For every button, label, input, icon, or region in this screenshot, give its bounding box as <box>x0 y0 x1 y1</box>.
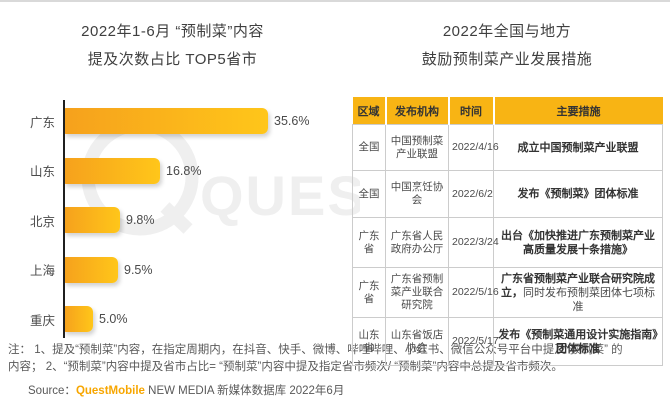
cell-time: 2022/6/2 <box>448 170 494 218</box>
bar-category-label: 广东 <box>29 115 55 130</box>
bar-row: 广东 35.6% <box>8 108 338 134</box>
header-region: 区域 <box>352 97 387 125</box>
bar-category-label: 重庆 <box>29 313 55 328</box>
table-row: 广东省 广东省预制菜产业联合研究院 2022/5/16 广东省预制菜产业联合研究… <box>352 267 663 318</box>
header-measure: 主要措施 <box>493 97 663 125</box>
bar-category-label: 北京 <box>29 214 55 229</box>
table-header-row: 区域 发布机构 时间 主要措施 <box>352 97 663 125</box>
bar-category-label: 山东 <box>29 165 55 179</box>
bar <box>64 207 120 233</box>
cell-region: 广东省 <box>352 217 386 268</box>
bar-value-label: 35.6% <box>274 114 310 128</box>
top5-provinces-bar-chart: 广东 35.6% 山东 16.8% 北京 9.8% 上海 9.5% 重庆 5.0% <box>8 108 338 332</box>
bar <box>64 306 93 332</box>
cell-measure: 出台《加快推进广东预制菜产业高质量发展十条措施》 <box>493 217 663 268</box>
cell-measure: 发布《预制菜通用设计实施指南》团体标准 <box>493 317 663 366</box>
cell-org: 山东省饭店协会 <box>385 317 449 366</box>
cell-measure: 成立中国预制菜产业联盟 <box>493 124 663 171</box>
cell-region: 广东省 <box>352 267 386 318</box>
bar <box>64 108 268 134</box>
chart-y-axis-line <box>63 100 65 338</box>
source-prefix: Source： <box>28 385 76 397</box>
measure-text-secondary: 同时发布预制菜团体七项标准 <box>523 286 655 313</box>
bar-row: 北京 9.8% <box>8 207 338 233</box>
measures-table: 区域 发布机构 时间 主要措施 全国 中国预制菜产业联盟 2022/4/16 成… <box>352 97 663 366</box>
cell-region: 山东省 <box>352 317 386 366</box>
measure-text: 发布《预制菜通用设计实施指南》团体标准 <box>498 328 658 355</box>
left-chart-title-line1: 2022年1-6月 “预制菜”内容 <box>81 23 264 40</box>
table-row: 广东省 广东省人民政府办公厅 2022/3/24 出台《加快推进广东预制菜产业高… <box>352 217 663 268</box>
measure-text: 出台《加快推进广东预制菜产业高质量发展十条措施》 <box>501 229 655 256</box>
right-table-title-line2: 鼓励预制菜产业发展措施 <box>421 51 593 68</box>
top-divider-line <box>0 0 670 2</box>
header-time: 时间 <box>448 97 495 125</box>
bar-value-label: 16.8% <box>166 163 202 178</box>
cell-org: 中国预制菜产业联盟 <box>385 124 449 171</box>
cell-time: 2022/4/16 <box>448 124 499 171</box>
cell-measure: 广东省预制菜产业联合研究院成立，同时发布预制菜团体七项标准 <box>493 267 663 318</box>
cell-org: 广东省预制菜产业联合研究院 <box>385 267 449 318</box>
table-row: 全国 中国烹饪协会 2022/6/2 发布《预制菜》团体标准 <box>352 170 663 218</box>
bar-row: 山东 16.8% <box>8 157 338 184</box>
measure-text: 广东省预制菜产业联合研究院成立， <box>501 272 655 299</box>
source-brand: QuestMobile <box>75 385 145 397</box>
bar-row: 上海 9.5% <box>8 256 338 283</box>
bar-row: 重庆 5.0% <box>8 306 338 332</box>
cell-time: 2022/5/16 <box>448 267 499 318</box>
cell-time: 2022/3/24 <box>448 217 499 268</box>
table-row: 山东省 山东省饭店协会 2022/5/17 发布《预制菜通用设计实施指南》团体标… <box>352 317 663 366</box>
measure-text: 成立中国预制菜产业联盟 <box>517 141 639 154</box>
right-table-title-line1: 2022年全国与地方 <box>442 23 572 40</box>
bar-value-label: 9.5% <box>124 262 153 277</box>
measure-text: 发布《预制菜》团体标准 <box>517 188 639 200</box>
cell-org: 广东省人民政府办公厅 <box>385 217 449 268</box>
cell-time: 2022/5/17 <box>448 317 499 366</box>
header-org: 发布机构 <box>385 97 450 125</box>
table-row: 全国 中国预制菜产业联盟 2022/4/16 成立中国预制菜产业联盟 <box>352 124 663 171</box>
cell-region: 全国 <box>352 124 386 171</box>
source-suffix: NEW MEDIA 新媒体数据库 2022年6月 <box>144 385 345 397</box>
left-chart-title-line2: 提及次数占比 TOP5省市 <box>87 51 258 68</box>
left-chart-title: 2022年1-6月 “预制菜”内容 提及次数占比 TOP5省市 <box>0 18 345 74</box>
source-line: Source：QuestMobile NEW MEDIA 新媒体数据库 2022… <box>28 382 344 398</box>
cell-region: 全国 <box>352 170 386 218</box>
bar-category-label: 上海 <box>29 264 55 278</box>
right-table-title: 2022年全国与地方 鼓励预制菜产业发展措施 <box>352 18 662 74</box>
bar <box>64 157 160 184</box>
bar-value-label: 9.8% <box>126 213 155 227</box>
bar-value-label: 5.0% <box>99 312 128 326</box>
cell-measure: 发布《预制菜》团体标准 <box>493 170 663 218</box>
bar <box>64 256 118 283</box>
cell-org: 中国烹饪协会 <box>385 170 449 218</box>
